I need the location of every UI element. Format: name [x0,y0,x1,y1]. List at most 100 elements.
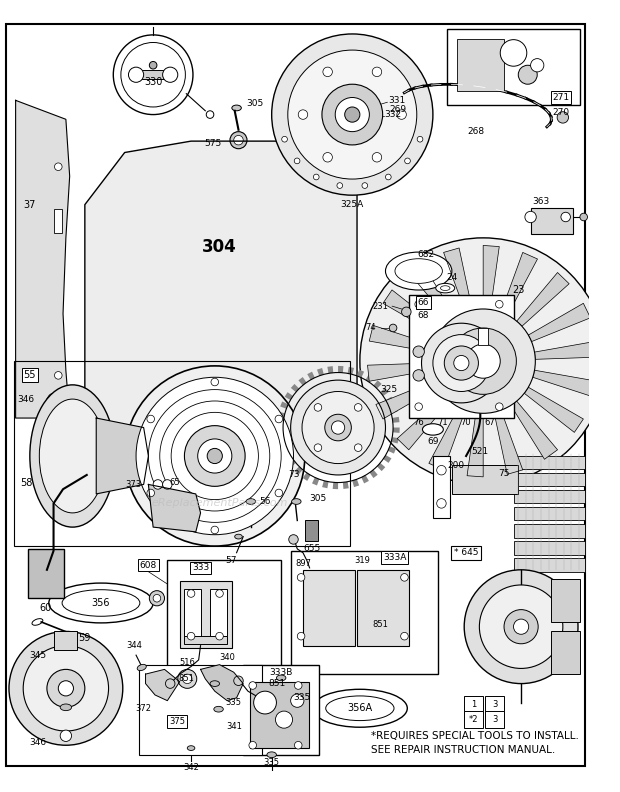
Polygon shape [511,401,557,459]
Circle shape [187,590,195,597]
Circle shape [362,183,368,188]
Text: 70: 70 [461,418,471,428]
Text: 200: 200 [447,461,464,470]
Bar [250,682,309,748]
Text: 66: 66 [418,298,429,307]
Bar [479,328,488,345]
Circle shape [249,741,257,749]
Text: 71: 71 [437,418,448,428]
Polygon shape [322,481,329,488]
Ellipse shape [436,284,454,293]
Circle shape [216,590,223,597]
Circle shape [337,183,343,188]
Text: 521: 521 [471,447,488,455]
Circle shape [211,526,219,534]
Bar [14,361,350,546]
Circle shape [60,730,71,741]
Circle shape [297,632,305,640]
Text: 268: 268 [467,128,484,136]
Text: 75: 75 [498,469,510,478]
Circle shape [466,344,500,379]
Text: 60: 60 [40,603,52,613]
Bar [210,588,227,641]
Text: 304: 304 [202,238,237,257]
Ellipse shape [39,399,106,513]
Circle shape [136,377,293,535]
Bar [139,664,262,755]
Circle shape [323,67,332,77]
Circle shape [355,444,362,451]
Polygon shape [288,459,296,467]
Polygon shape [368,363,432,381]
Ellipse shape [267,752,277,758]
Text: 333A: 333A [383,553,407,562]
Circle shape [48,394,60,405]
Bar [551,579,580,622]
Circle shape [23,645,108,731]
Bar [180,581,232,648]
Text: 59: 59 [79,633,91,643]
Ellipse shape [60,704,71,710]
Circle shape [281,136,288,142]
Polygon shape [277,422,283,428]
Circle shape [372,67,382,77]
Text: 344: 344 [126,642,142,650]
Polygon shape [317,368,324,376]
Polygon shape [343,482,349,489]
Circle shape [386,174,391,180]
Circle shape [415,403,422,410]
Polygon shape [96,418,148,494]
Ellipse shape [277,675,286,681]
Text: 55: 55 [24,371,36,380]
Polygon shape [393,428,400,433]
Bar [136,70,170,79]
Circle shape [495,300,503,308]
Bar [464,711,483,728]
Circle shape [513,619,529,634]
Circle shape [294,682,302,689]
Text: 270: 270 [552,109,570,117]
Polygon shape [390,406,397,413]
Circle shape [495,403,503,410]
Polygon shape [148,485,200,532]
Circle shape [302,391,374,463]
Polygon shape [534,341,599,360]
Bar [28,549,64,598]
Ellipse shape [32,619,43,625]
Polygon shape [528,303,590,341]
Polygon shape [303,473,311,481]
Circle shape [275,415,283,423]
Text: 330: 330 [144,78,162,87]
Bar [433,456,450,518]
Circle shape [500,40,527,67]
Text: 333: 333 [192,563,209,573]
Text: 655: 655 [304,544,321,554]
Polygon shape [277,432,284,438]
Polygon shape [146,669,180,701]
Text: eReplacementParts.com: eReplacementParts.com [151,498,288,508]
Circle shape [422,323,501,403]
Circle shape [464,569,578,683]
Circle shape [417,136,423,142]
Ellipse shape [291,499,301,505]
Polygon shape [409,263,456,322]
Polygon shape [376,381,438,419]
Text: 74: 74 [365,323,376,333]
Circle shape [162,67,178,82]
Circle shape [401,573,408,581]
Circle shape [445,346,479,380]
Circle shape [397,110,406,120]
Bar [167,560,281,683]
Circle shape [184,425,245,486]
Circle shape [389,324,397,332]
Circle shape [580,213,588,221]
Polygon shape [308,371,315,380]
Circle shape [207,448,223,463]
Polygon shape [533,370,597,397]
Text: 335: 335 [264,758,280,767]
Text: 342: 342 [183,763,199,771]
Bar [55,209,62,233]
Ellipse shape [232,105,241,111]
Text: 271: 271 [552,93,570,102]
Circle shape [291,380,386,475]
